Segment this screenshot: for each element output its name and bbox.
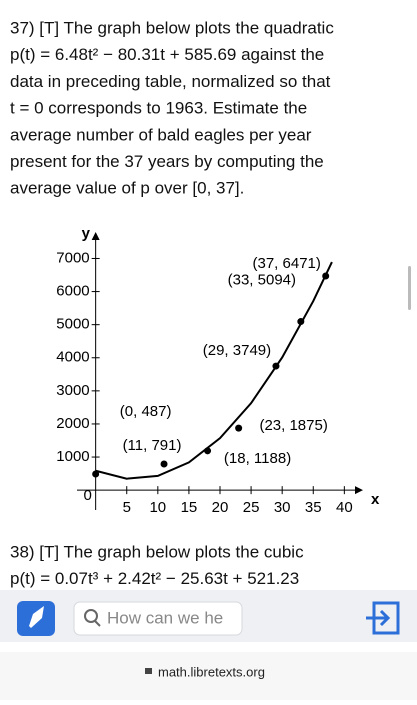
point-label: (29, 3749) (203, 342, 271, 359)
problem-text: average number of bald eagles per year (10, 125, 312, 144)
data-point (235, 424, 243, 432)
x-tick-label: 30 (274, 499, 291, 516)
point-label: (23, 1875) (259, 417, 327, 434)
x-axis-arrow (355, 486, 363, 495)
data-point (322, 272, 330, 280)
problem-text: t = 0 corresponds to 1963. Estimate the (10, 99, 307, 118)
rocket-icon (29, 606, 44, 628)
problem-text: data in preceding table, normalized so t… (10, 72, 331, 91)
url[interactable]: math.libretexts.org (158, 664, 265, 679)
scrollbar (408, 266, 411, 310)
point-label: (33, 5094) (228, 272, 296, 289)
search-icon-handle (94, 620, 101, 627)
help-overlay: How can we he (0, 590, 417, 642)
y-tick-label: 5000 (56, 316, 89, 333)
x-tick-label: 35 (305, 499, 322, 516)
point-label: (0, 487) (120, 403, 172, 420)
y-tick-label: 1000 (56, 448, 89, 465)
url-bar (0, 652, 417, 700)
data-point (160, 460, 168, 468)
x-tick-label: 0 (83, 487, 91, 504)
x-tick-label: 10 (149, 499, 166, 516)
data-point (204, 447, 212, 455)
problem-text: average value of p over [0, 37]. (10, 179, 244, 198)
x-tick-label: 25 (243, 499, 260, 516)
search-icon (84, 609, 98, 623)
x-tick-label: 5 (123, 499, 131, 516)
problem-text: 37) [T] The graph below plots the quadra… (10, 18, 334, 37)
y-tick-label: 3000 (56, 382, 89, 399)
x-tick-label: 40 (336, 499, 353, 516)
x-tick-label: 20 (212, 499, 229, 516)
problem-text: 38) [T] The graph below plots the cubic (10, 542, 304, 561)
exit-arrow (366, 609, 391, 627)
y-tick-label: 6000 (56, 283, 89, 300)
search-placeholder: How can we he (107, 608, 223, 627)
search-box[interactable] (73, 601, 243, 636)
y-tick-label: 7000 (56, 249, 89, 266)
y-tick-label: 2000 (56, 415, 89, 432)
problem-text: present for the 37 years by computing th… (10, 152, 324, 171)
point-label: (18, 1188) (224, 450, 291, 467)
point-label: (37, 6471) (253, 255, 321, 272)
y-axis-arrow (91, 232, 100, 240)
x-tick-label: 15 (181, 499, 198, 516)
point-label: (11, 791) (123, 437, 182, 454)
data-point (272, 362, 280, 370)
problem-text: p(t) = 0.07t³ + 2.42t² − 25.63t + 521.23 (10, 569, 299, 588)
problem-text: p(t) = 6.48t² − 80.31t + 585.69 against … (10, 45, 324, 64)
data-point (92, 470, 100, 478)
y-tick-label: 4000 (56, 349, 89, 366)
data-point (297, 318, 305, 326)
y-axis-label: y (82, 225, 91, 242)
lock-icon (145, 668, 152, 674)
x-axis-label: x (371, 491, 380, 508)
